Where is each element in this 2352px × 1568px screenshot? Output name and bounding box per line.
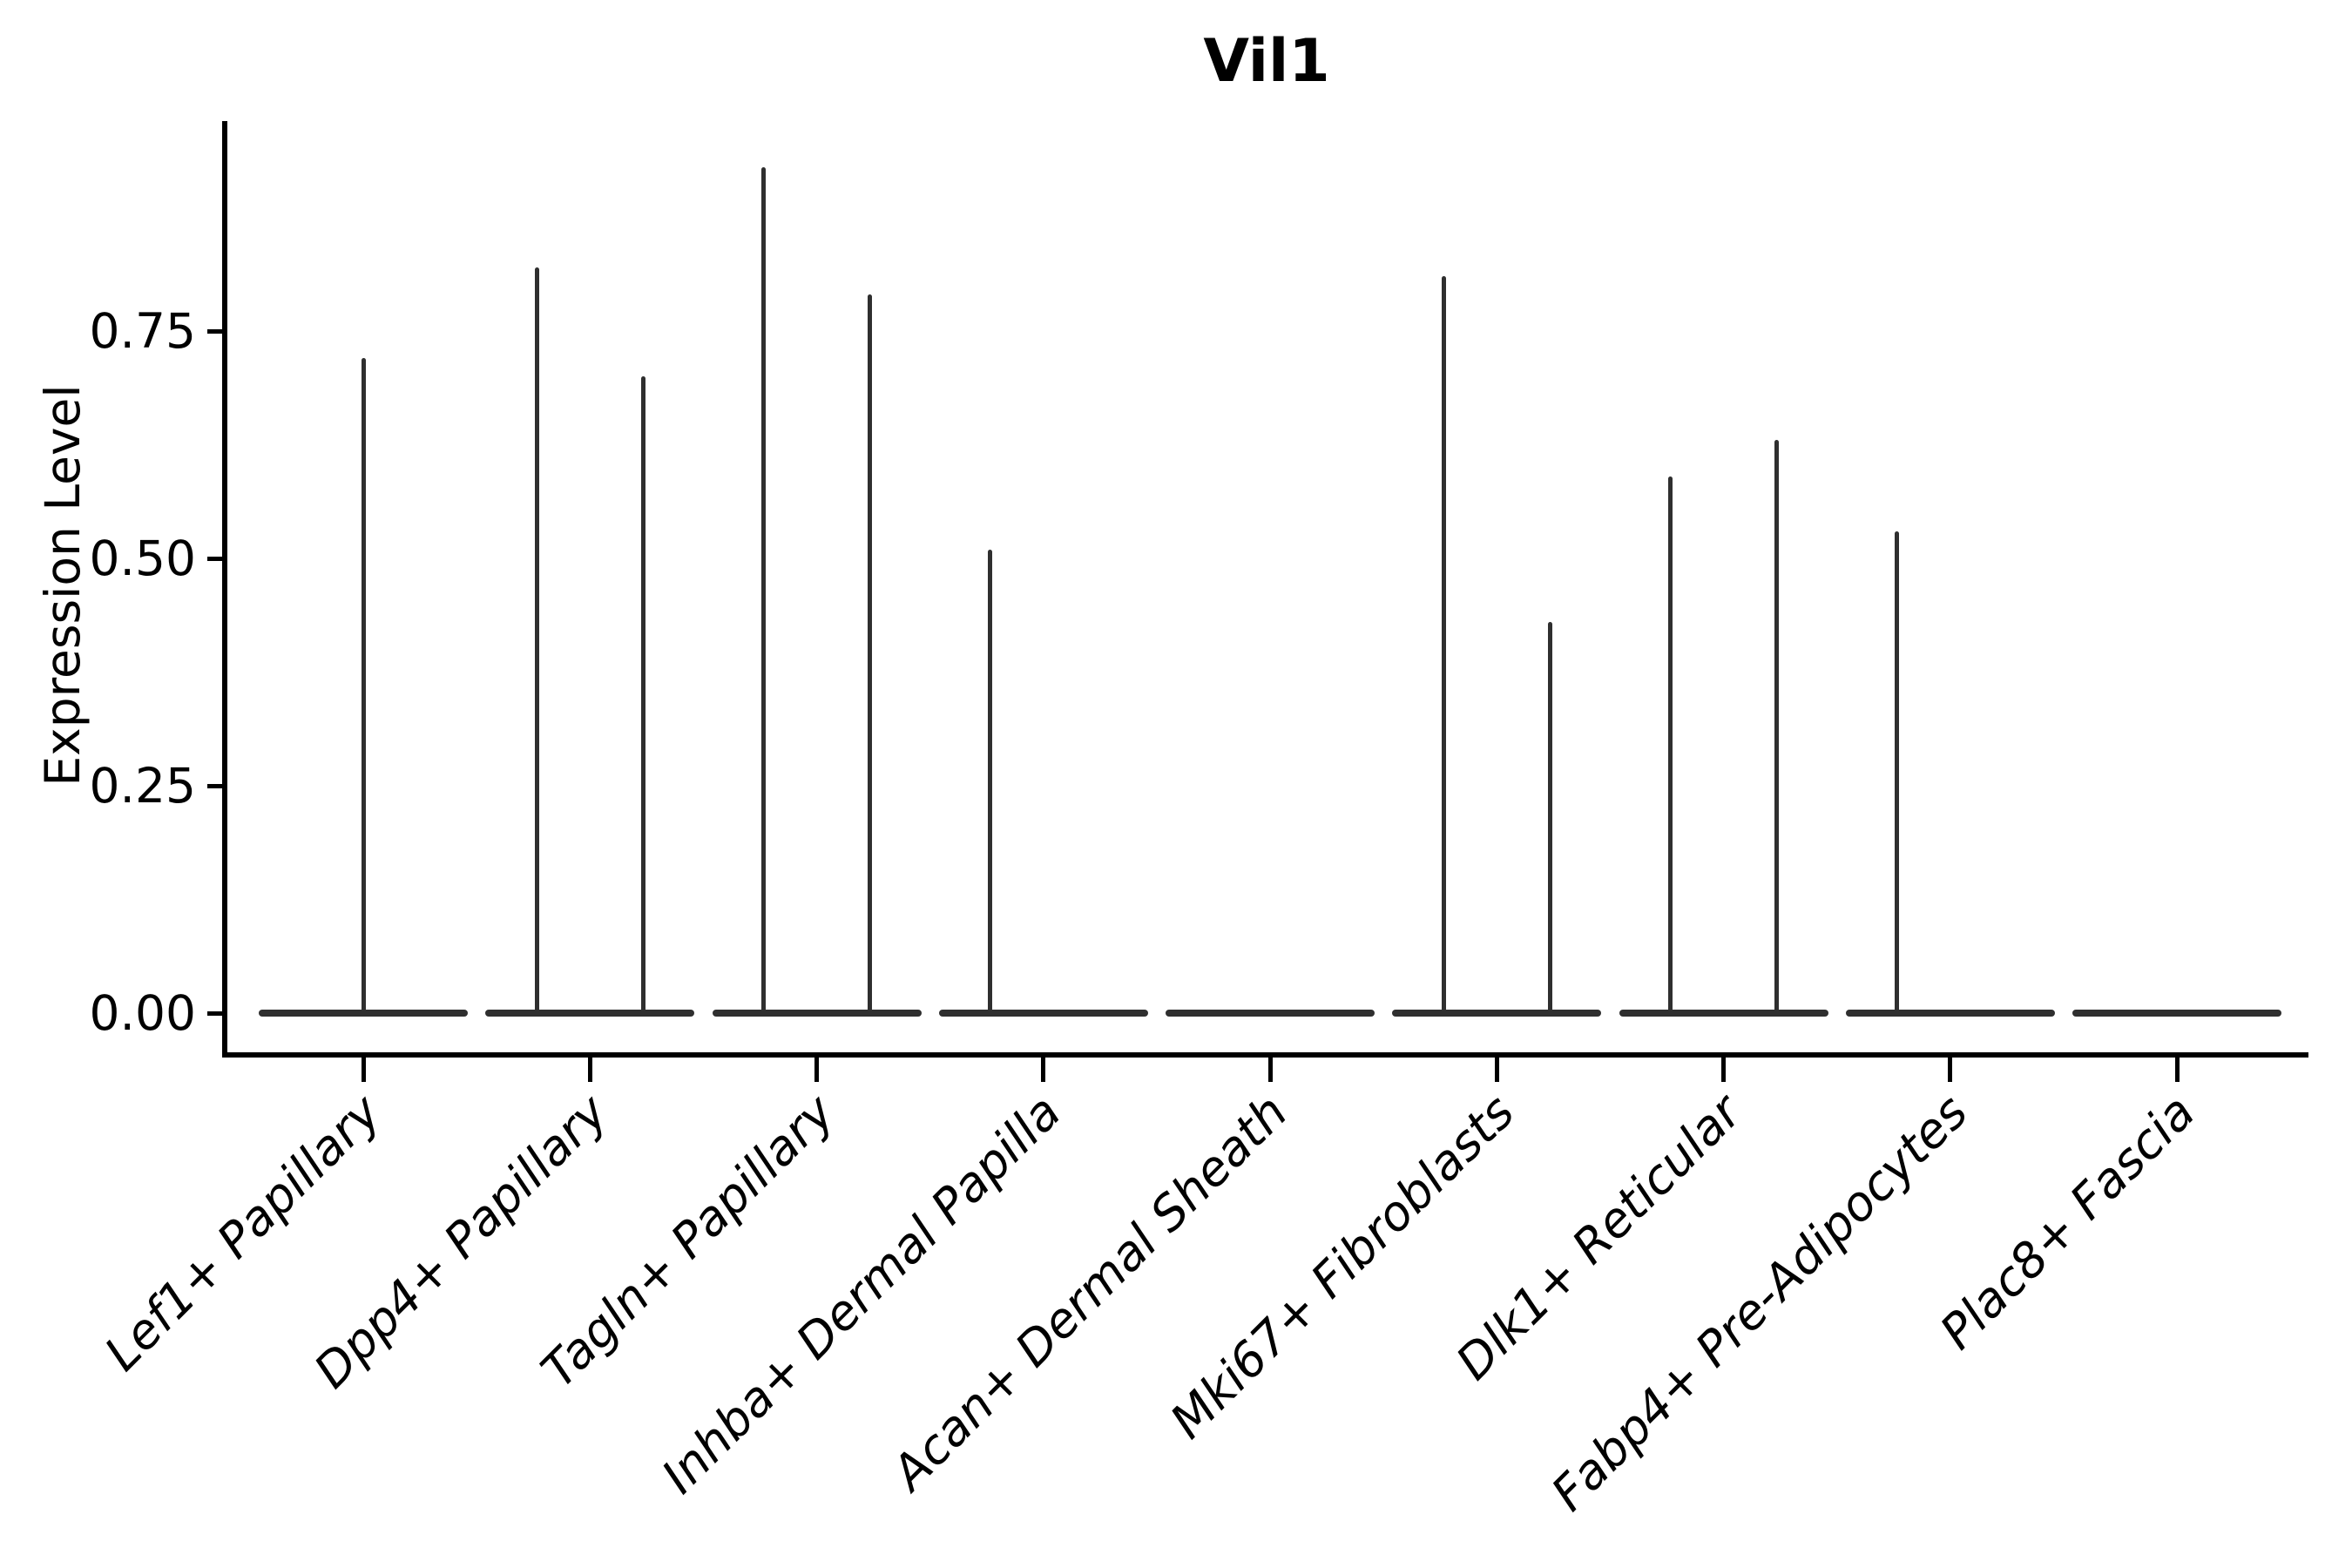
violin-body bbox=[1845, 1010, 2055, 1017]
violin-body bbox=[1166, 1010, 1375, 1017]
violin-tail bbox=[640, 376, 645, 1013]
x-axis-tick bbox=[1041, 1058, 1046, 1082]
violin-tail bbox=[361, 358, 366, 1013]
chart-title: Vil1 bbox=[1203, 27, 1330, 96]
y-axis-spine bbox=[222, 121, 227, 1058]
violin-tail bbox=[988, 549, 993, 1013]
violin-body bbox=[2072, 1010, 2281, 1017]
violin-tail bbox=[761, 167, 766, 1013]
violin-tail bbox=[1774, 440, 1779, 1013]
violin-tail bbox=[868, 294, 872, 1013]
y-axis-tick bbox=[207, 783, 225, 788]
y-tick-label: 0.00 bbox=[89, 985, 196, 1041]
x-axis-tick bbox=[1721, 1058, 1726, 1082]
x-axis-tick bbox=[587, 1058, 592, 1082]
x-axis-tick bbox=[1948, 1058, 1953, 1082]
y-axis-tick bbox=[207, 1010, 225, 1016]
x-axis-tick bbox=[361, 1058, 366, 1082]
violin-body bbox=[712, 1010, 922, 1017]
x-tick-label: Inhba+ Dermal Papilla bbox=[651, 1084, 1072, 1504]
y-tick-label: 0.50 bbox=[89, 531, 196, 586]
violin-body bbox=[938, 1010, 1148, 1017]
violin-tail bbox=[1441, 276, 1446, 1013]
violin-tail bbox=[1668, 476, 1673, 1013]
x-tick-label: Acan+ Dermal Sheath bbox=[882, 1084, 1299, 1501]
violin-tail bbox=[1895, 531, 1900, 1013]
x-axis-tick bbox=[814, 1058, 819, 1082]
x-axis-tick bbox=[2174, 1058, 2180, 1082]
violin-body bbox=[1392, 1010, 1602, 1017]
y-tick-label: 0.75 bbox=[89, 303, 196, 359]
y-tick-label: 0.25 bbox=[89, 758, 196, 814]
violin-body bbox=[259, 1010, 468, 1017]
violin-tail bbox=[1547, 622, 1552, 1013]
violin-tail bbox=[534, 267, 539, 1013]
y-axis-tick bbox=[207, 556, 225, 561]
y-axis-tick bbox=[207, 328, 225, 334]
x-axis-spine bbox=[222, 1052, 2308, 1058]
x-axis-tick bbox=[1494, 1058, 1499, 1082]
x-tick-label: Fabp4+ Pre-Adipocytes bbox=[1540, 1084, 1979, 1522]
x-axis-tick bbox=[1267, 1058, 1273, 1082]
violin-body bbox=[1619, 1010, 1828, 1017]
violin-body bbox=[485, 1010, 695, 1017]
